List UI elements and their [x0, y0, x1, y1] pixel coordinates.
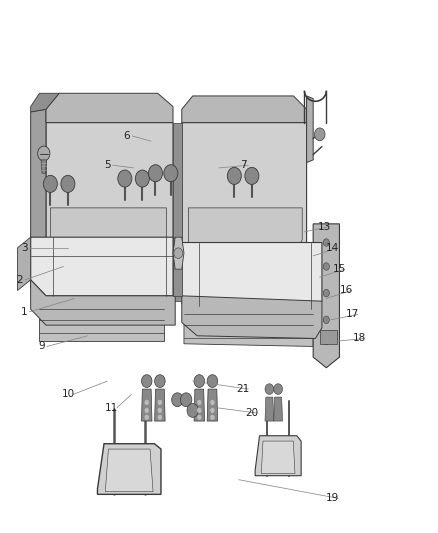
Circle shape [197, 408, 201, 413]
Circle shape [164, 165, 178, 182]
Polygon shape [31, 237, 173, 296]
Circle shape [194, 375, 205, 387]
Circle shape [265, 384, 274, 394]
Circle shape [207, 375, 218, 387]
Circle shape [323, 263, 329, 270]
Text: 16: 16 [339, 286, 353, 295]
Circle shape [210, 408, 215, 413]
Text: 11: 11 [105, 403, 118, 413]
Circle shape [158, 400, 162, 405]
Polygon shape [182, 243, 322, 312]
Polygon shape [182, 96, 307, 123]
Circle shape [314, 128, 325, 141]
Text: 6: 6 [124, 131, 131, 141]
Polygon shape [105, 449, 153, 491]
Text: 14: 14 [326, 243, 339, 253]
Circle shape [38, 146, 50, 161]
Circle shape [172, 393, 183, 407]
Text: 13: 13 [318, 222, 331, 231]
Circle shape [61, 175, 75, 192]
Circle shape [180, 393, 192, 407]
Polygon shape [182, 296, 322, 338]
Text: 9: 9 [38, 342, 45, 351]
Polygon shape [46, 123, 173, 320]
Text: 18: 18 [353, 334, 366, 343]
Circle shape [245, 167, 259, 184]
Text: 20: 20 [245, 408, 258, 418]
Text: 15: 15 [333, 264, 346, 274]
Polygon shape [320, 330, 337, 344]
Polygon shape [173, 237, 182, 296]
Circle shape [145, 400, 149, 405]
Text: 17: 17 [346, 310, 359, 319]
Polygon shape [31, 280, 175, 325]
Circle shape [197, 400, 201, 405]
Polygon shape [255, 436, 301, 476]
Text: 1: 1 [21, 307, 28, 317]
Polygon shape [31, 93, 59, 112]
Circle shape [274, 384, 283, 394]
Text: 19: 19 [326, 494, 339, 503]
Circle shape [323, 337, 329, 345]
Text: 21: 21 [237, 384, 250, 394]
Polygon shape [261, 441, 295, 474]
Polygon shape [97, 443, 161, 495]
Circle shape [141, 375, 152, 387]
Polygon shape [188, 208, 302, 256]
Polygon shape [207, 389, 218, 421]
Text: 10: 10 [61, 390, 74, 399]
Circle shape [155, 375, 165, 387]
Circle shape [174, 248, 183, 259]
Text: 5: 5 [104, 160, 111, 170]
Circle shape [323, 239, 329, 246]
Polygon shape [50, 208, 166, 256]
Circle shape [43, 175, 57, 192]
Polygon shape [41, 160, 46, 173]
Polygon shape [184, 309, 313, 346]
Polygon shape [265, 397, 274, 421]
Circle shape [227, 167, 241, 184]
Circle shape [323, 316, 329, 324]
Circle shape [145, 408, 149, 413]
Polygon shape [31, 109, 46, 304]
Circle shape [118, 170, 132, 187]
Polygon shape [155, 389, 165, 421]
Polygon shape [182, 123, 307, 322]
Polygon shape [173, 237, 184, 269]
Circle shape [158, 408, 162, 413]
Circle shape [158, 415, 162, 420]
Circle shape [145, 415, 149, 420]
Polygon shape [313, 224, 339, 368]
Circle shape [210, 400, 215, 405]
Text: 3: 3 [21, 243, 28, 253]
Circle shape [187, 403, 198, 417]
Polygon shape [18, 237, 31, 290]
Circle shape [135, 170, 149, 187]
Circle shape [197, 415, 201, 420]
Polygon shape [141, 389, 152, 421]
Circle shape [323, 289, 329, 297]
Polygon shape [194, 389, 205, 421]
Circle shape [210, 415, 215, 420]
Polygon shape [46, 93, 173, 123]
Polygon shape [274, 397, 283, 421]
Text: 2: 2 [16, 275, 23, 285]
Text: 7: 7 [240, 160, 247, 170]
Polygon shape [39, 304, 164, 341]
Circle shape [148, 165, 162, 182]
Polygon shape [173, 123, 182, 301]
Polygon shape [307, 96, 313, 163]
